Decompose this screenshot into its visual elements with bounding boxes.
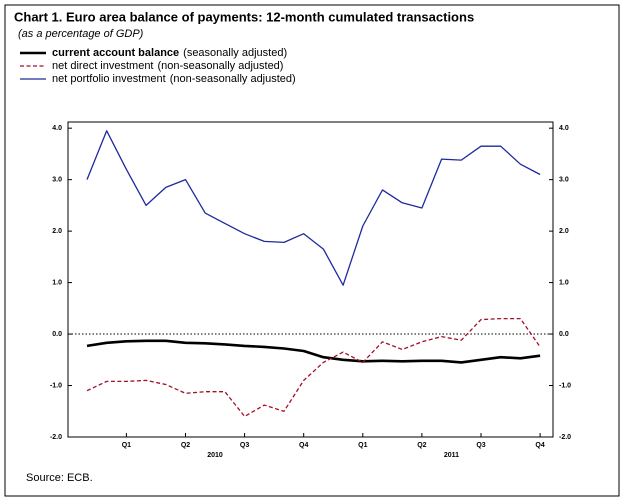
x-tick-label: Q4	[299, 442, 308, 449]
y2-tick-label: -1.0	[559, 382, 571, 389]
series-line	[86, 317, 541, 418]
chart-title: Chart 1. Euro area balance of payments: …	[14, 9, 474, 24]
x-tick-label: Q2	[417, 442, 426, 449]
y-tick-label: -2.0	[50, 434, 62, 441]
legend-name: net direct investment	[52, 60, 154, 72]
y-tick-label: 0.0	[52, 331, 62, 338]
series-line	[86, 130, 541, 286]
legend-qualifier: (non-seasonally adjusted)	[158, 60, 284, 72]
y2-tick-label: 3.0	[559, 176, 569, 183]
y2-tick-label: 4.0	[559, 125, 569, 132]
y-tick-label: 1.0	[52, 279, 62, 286]
legend-name: net portfolio investment	[52, 73, 166, 85]
x-tick-label: Q2	[181, 442, 190, 449]
x-tick-label: Q4	[535, 442, 544, 449]
y2-tick-label: 2.0	[559, 228, 569, 235]
x-tick-label: Q3	[240, 442, 249, 449]
x-tick-label: Q1	[358, 442, 367, 449]
y-tick-label: -1.0	[50, 382, 62, 389]
series-line	[86, 339, 541, 364]
y-tick-label: 3.0	[52, 176, 62, 183]
x-tick-label: Q3	[476, 442, 485, 449]
legend-name: current account balance	[52, 47, 179, 59]
y-tick-label: 4.0	[52, 125, 62, 132]
plot-area	[67, 121, 554, 438]
y2-tick-label: -2.0	[559, 434, 571, 441]
year-label: 2011	[444, 452, 459, 459]
frame	[4, 4, 620, 497]
legend-qualifier: (seasonally adjusted)	[183, 47, 287, 59]
x-tick-label: Q1	[122, 442, 131, 449]
chart-subtitle: (as a percentage of GDP)	[18, 28, 144, 40]
y2-tick-label: 1.0	[559, 279, 569, 286]
y-tick-label: 2.0	[52, 228, 62, 235]
source-note: Source: ECB.	[26, 472, 93, 484]
year-label: 2010	[207, 452, 223, 459]
y2-tick-label: 0.0	[559, 331, 569, 338]
legend-qualifier: (non-seasonally adjusted)	[170, 73, 296, 85]
